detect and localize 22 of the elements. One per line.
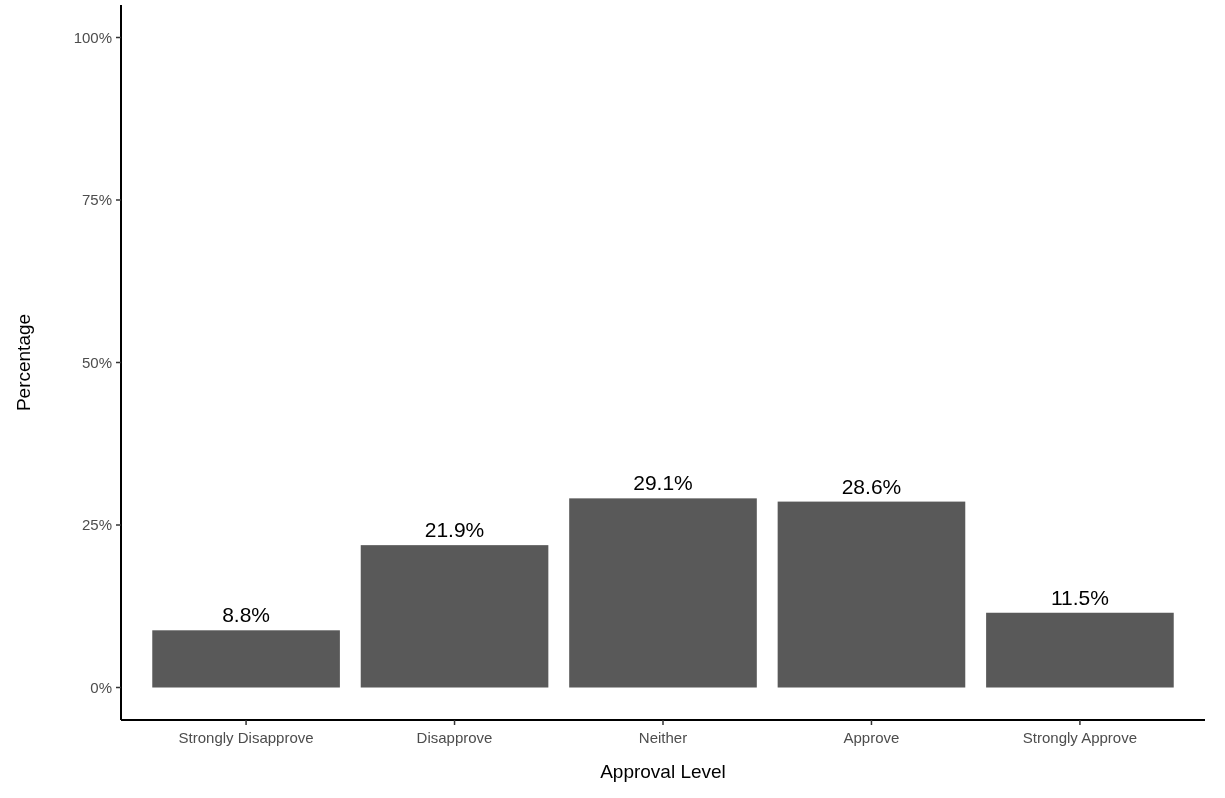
y-tick-label: 0% [90, 678, 112, 696]
bar [152, 630, 340, 688]
x-tick-label: Disapprove [416, 729, 493, 746]
x-tick-label: Approve [843, 729, 900, 746]
data-label: 29.1% [633, 471, 693, 495]
x-axis-title: Approval Level [600, 761, 726, 782]
data-label: 11.5% [1050, 585, 1109, 609]
bar [986, 612, 1174, 688]
x-tick-label: Strongly Approve [1022, 729, 1138, 746]
y-tick-label: 25% [81, 516, 112, 534]
bar [360, 545, 549, 688]
y-tick-label: 75% [81, 191, 112, 209]
bar [777, 501, 966, 688]
data-label: 28.6% [841, 474, 902, 498]
y-axis-title: Percentage [13, 313, 34, 412]
x-tick-label: Neither [638, 729, 688, 746]
data-label: 21.9% [424, 518, 485, 542]
y-tick-label: 50% [81, 353, 112, 371]
bar [569, 498, 757, 688]
data-label: 8.8% [222, 603, 271, 627]
y-tick-label: 100% [73, 28, 112, 46]
x-tick-label: Strongly Disapprove [178, 729, 314, 746]
